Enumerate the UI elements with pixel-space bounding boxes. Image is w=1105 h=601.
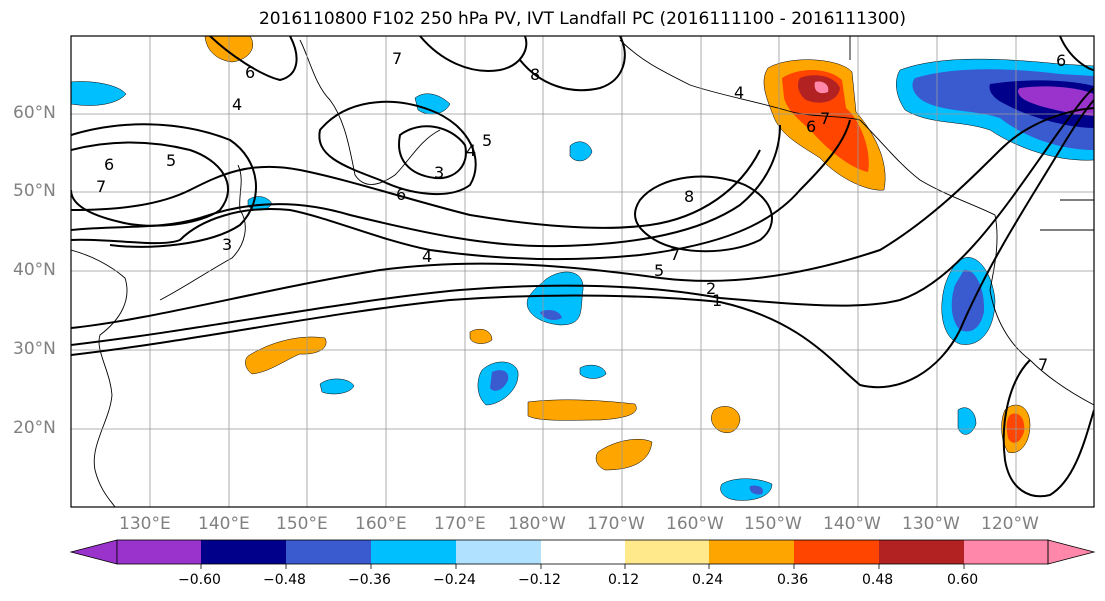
positive-anomaly-small-3 (469, 329, 493, 344)
colorbar-tick-label: 0.24 (692, 572, 724, 588)
contour-label-layer: 6 4 5 6 7 3 7 8 4 5 4 3 6 8 7 5 4 2 1 7 … (96, 49, 1066, 374)
map-title: 2016110800 F102 250 hPa PV, IVT Landfall… (258, 9, 906, 29)
colorbar-tick-label: 0.12 (608, 572, 640, 588)
colorbar-extend-high (1047, 539, 1096, 565)
colorbar-tick-label: −0.48 (263, 572, 306, 588)
negative-anomaly-small-5 (569, 141, 593, 162)
contour-label: 4 (466, 141, 476, 160)
colorbar-segment (794, 540, 879, 564)
lon-label: 140°W (823, 514, 881, 534)
ivt-fill-layer (71, 36, 1094, 501)
lon-label: 150°E (276, 514, 328, 534)
colorbar-tick-label: −0.60 (178, 572, 221, 588)
map-frame (70, 35, 1095, 508)
contour-label: 4 (734, 83, 744, 102)
positive-anomaly-subtropics-2 (595, 439, 653, 471)
colorbar (69, 539, 1096, 569)
coastlines (71, 36, 1094, 507)
contour-label: 6 (104, 155, 114, 174)
positive-anomaly-west-pacific (245, 336, 327, 375)
contour-label: 1 (712, 291, 722, 310)
negative-anomaly-small-2 (579, 364, 607, 379)
negative-anomaly-coast-core (951, 269, 985, 332)
contour-label: 3 (222, 235, 232, 254)
colorbar-segment (286, 540, 371, 564)
contour-label: 7 (392, 49, 402, 68)
contour-label: 7 (1038, 355, 1048, 374)
colorbar-tick-label: 0.36 (777, 572, 809, 588)
lat-label: 30°N (13, 339, 56, 359)
contour-label: 6 (245, 63, 255, 82)
contour-label: 3 (434, 163, 444, 182)
lat-label: 20°N (13, 418, 56, 438)
lon-label: 160°E (355, 514, 407, 534)
contour-label: 8 (530, 65, 540, 84)
graticule (71, 36, 1094, 507)
colorbar-tick-label: −0.12 (518, 572, 561, 588)
lat-label: 60°N (13, 103, 56, 123)
negative-anomaly-small-4 (957, 407, 977, 435)
contour-label: 6 (806, 117, 816, 136)
contour-label: 7 (820, 109, 830, 128)
lon-label: 130°E (119, 514, 171, 534)
positive-anomaly-subtropics-1 (527, 399, 637, 421)
contour-label: 8 (684, 187, 694, 206)
positive-anomaly-hawaii (711, 406, 741, 433)
colorbar-segment (201, 540, 286, 564)
lon-label: 170°E (434, 514, 486, 534)
contour-label: 4 (232, 95, 242, 114)
colorbar-segment (456, 540, 541, 564)
contour-label: 4 (422, 247, 432, 266)
contour-label: 5 (654, 261, 664, 280)
negative-anomaly-hawaii-east-core (749, 485, 764, 495)
colorbar-tick-label: 0.60 (947, 572, 979, 588)
colorbar-segment (117, 540, 201, 564)
lat-label: 50°N (13, 181, 56, 201)
positive-anomaly-baja-core (1006, 413, 1025, 443)
contour-label: 2 (706, 279, 716, 298)
contour-label: 5 (166, 151, 176, 170)
lat-label: 40°N (13, 260, 56, 280)
colorbar-extend-low (69, 539, 118, 565)
lon-label: 160°W (666, 514, 724, 534)
colorbar-segment (964, 540, 1048, 564)
contour-label: 7 (670, 245, 680, 264)
contour-label: 7 (96, 177, 106, 196)
lon-label: 180°W (508, 514, 566, 534)
lon-label: 130°W (902, 514, 960, 534)
lon-label: 150°W (744, 514, 802, 534)
negative-anomaly-dateline-core (540, 310, 562, 320)
colorbar-segment (371, 540, 456, 564)
colorbar-segment (879, 540, 964, 564)
negative-anomaly-small-7 (71, 81, 127, 106)
colorbar-segment (709, 540, 794, 564)
contour-label: 6 (396, 185, 406, 204)
colorbar-segment (625, 540, 709, 564)
positive-anomaly-alaska-peak (814, 81, 829, 94)
negative-anomaly-small-6 (414, 93, 451, 115)
negative-anomaly-hawaii-east (720, 478, 773, 501)
colorbar-tick-label: −0.36 (348, 572, 391, 588)
lon-label: 120°W (981, 514, 1039, 534)
pv-contours (71, 36, 1094, 498)
negative-anomaly-small-1 (319, 378, 355, 395)
colorbar-tick-label: −0.24 (433, 572, 476, 588)
lon-label: 170°W (587, 514, 645, 534)
contour-label: 6 (1056, 51, 1066, 70)
negative-anomaly-hawaii-west-core (490, 370, 509, 391)
contour-label: 5 (482, 131, 492, 150)
colorbar-segment (541, 540, 625, 564)
colorbar-tick-label: 0.48 (862, 572, 894, 588)
lon-label: 140°E (198, 514, 250, 534)
